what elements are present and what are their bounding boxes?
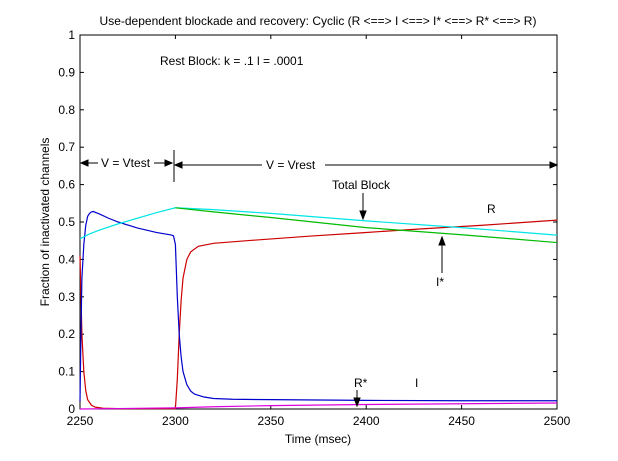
y-tick-label: 0: [68, 402, 75, 416]
y-axis-ticks: 0 0.1 0.2 0.3 0.4 0.5 0.6 0.7 0.8 0.9 1: [58, 28, 557, 416]
v-rest-arrowhead-left: [173, 161, 183, 169]
v-test-arrowhead-left: [79, 159, 89, 167]
y-tick-label: 0.7: [58, 140, 75, 154]
series-line-r: [79, 219, 558, 410]
i-curve-label: I: [415, 376, 418, 390]
y-tick-label: 0.3: [58, 290, 75, 304]
v-rest-annotation: V = Vrest: [266, 158, 316, 172]
istar-curve-label: I*: [436, 275, 444, 289]
x-tick-label: 2300: [162, 414, 189, 428]
series-line-r-star: [79, 402, 558, 410]
x-tick-label: 2350: [257, 414, 284, 428]
r-curve-label: R: [487, 202, 496, 216]
annotation-arrows: [79, 150, 559, 408]
v-test-arrowhead-right: [164, 159, 174, 167]
istar-arrowhead: [438, 235, 446, 246]
series-line-total-block: [79, 207, 558, 240]
x-tick-label: 2400: [353, 414, 380, 428]
series-line-i-star: [175, 207, 558, 244]
rest-block-annotation: Rest Block: k = .1 l = .0001: [160, 54, 304, 68]
y-tick-label: 0.6: [58, 178, 75, 192]
y-tick-label: 0.8: [58, 103, 75, 117]
y-tick-label: 0.2: [58, 327, 75, 341]
x-axis-label: Time (msec): [285, 432, 351, 446]
y-tick-label: 0.5: [58, 215, 75, 229]
x-tick-label: 2250: [67, 414, 94, 428]
rstar-arrowhead: [353, 397, 361, 408]
chart-title: Use-dependent blockade and recovery: Cyc…: [100, 14, 537, 28]
y-tick-label: 1: [68, 28, 75, 42]
x-tick-label: 2450: [448, 414, 475, 428]
v-test-annotation: V = Vtest: [101, 156, 151, 170]
total-block-arrowhead: [359, 210, 367, 221]
y-tick-label: 0.4: [58, 252, 75, 266]
v-rest-arrowhead-right: [549, 161, 559, 169]
series-layer: [79, 207, 558, 410]
x-tick-label: 2500: [544, 414, 571, 428]
y-tick-label: 0.1: [58, 365, 75, 379]
rstar-curve-label: R*: [354, 376, 368, 390]
series-line-i: [79, 210, 557, 402]
y-tick-label: 0.9: [58, 65, 75, 79]
x-axis-ticks: 2250 2300 2350 2400 2450 2500: [67, 35, 571, 428]
y-axis-label: Fraction of inactivated channels: [38, 138, 52, 307]
total-block-annotation: Total Block: [332, 178, 391, 192]
